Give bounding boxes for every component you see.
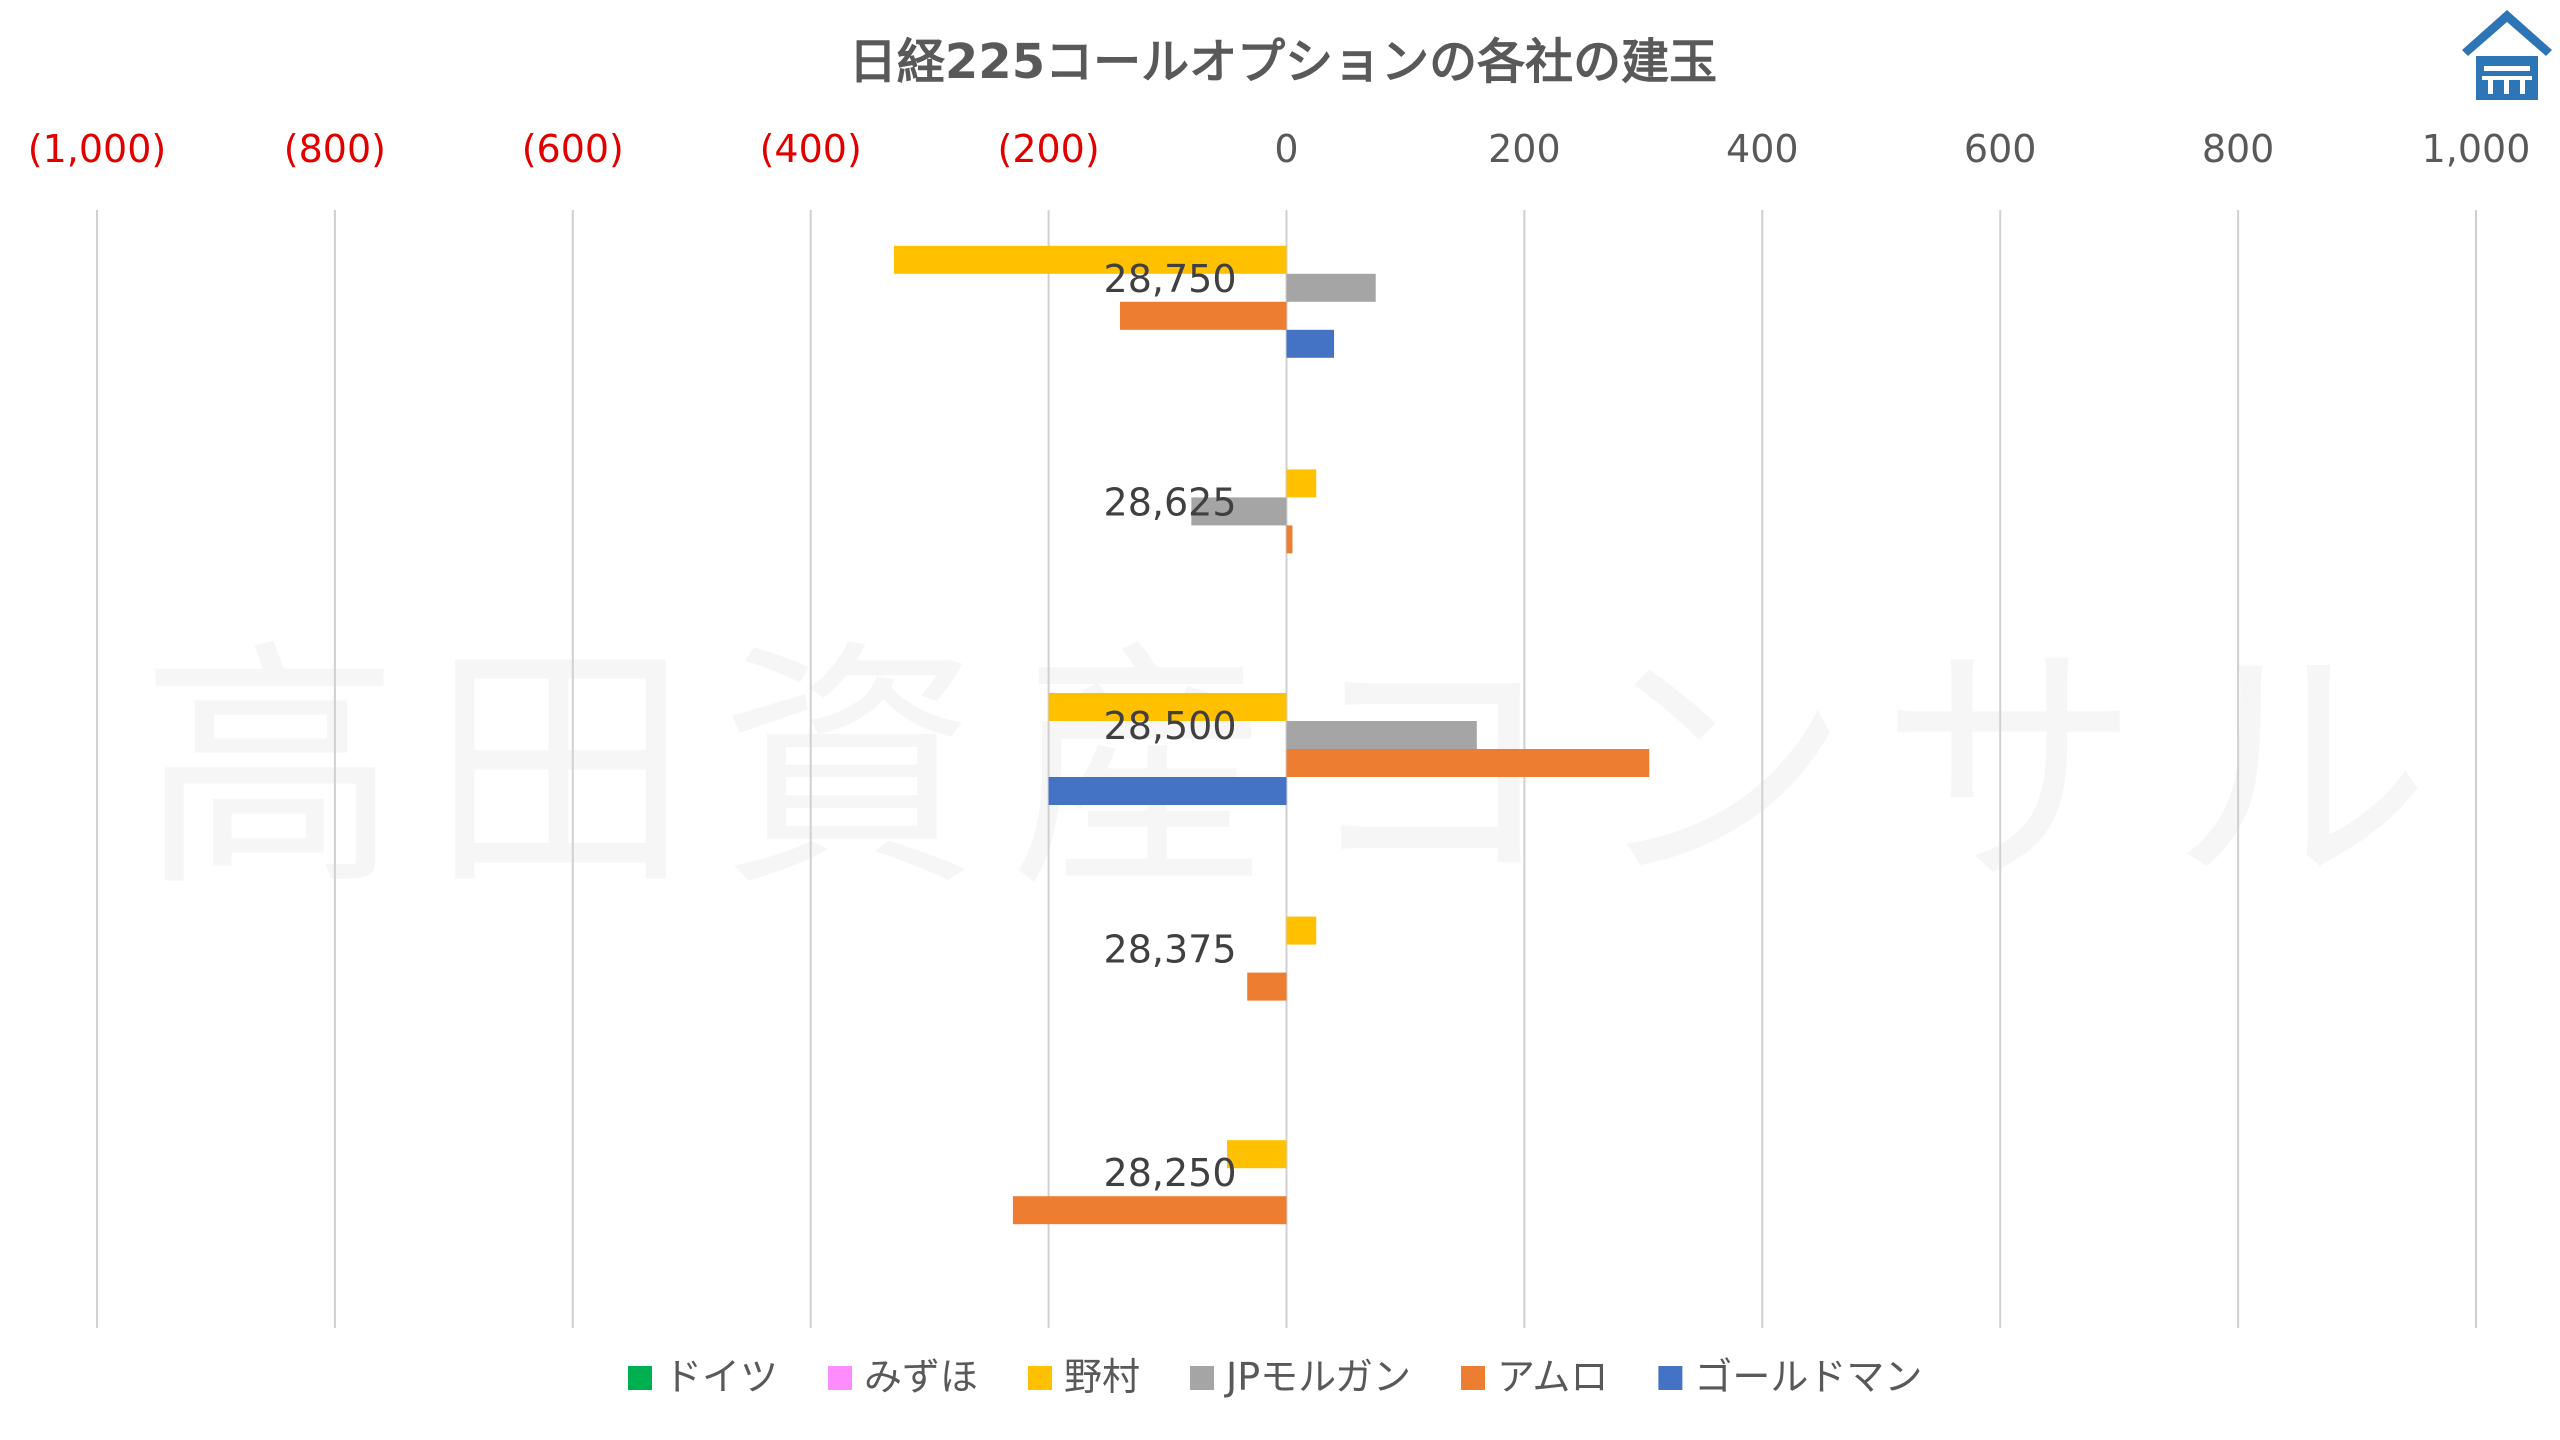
x-tick-label: 800 — [2202, 127, 2275, 171]
x-tick-label: 1,000 — [2422, 127, 2531, 171]
x-tick-label: 400 — [1726, 127, 1799, 171]
x-tick-label: 0 — [1274, 127, 1298, 171]
legend-label: アムロ — [1497, 1355, 1608, 1399]
brand-logo-icon — [2462, 10, 2552, 100]
legend-label: ドイツ — [664, 1355, 778, 1399]
bar — [1048, 777, 1287, 805]
bars — [893, 245, 1650, 1225]
legend: ドイツ みずほ 野村 JPモルガン アムロ ゴールドマン — [628, 1355, 1922, 1399]
category-label: 28,250 — [1104, 1151, 1237, 1195]
chart-title: 日経225コールオプションの各社の建玉 — [849, 34, 1717, 90]
bar — [1286, 273, 1376, 302]
bar — [1286, 469, 1317, 498]
legend-swatch — [828, 1366, 853, 1390]
bar — [1227, 1140, 1287, 1169]
bar — [1012, 1196, 1287, 1225]
bar — [1286, 916, 1317, 945]
legend-swatch — [1190, 1366, 1215, 1390]
legend-swatch — [1028, 1366, 1053, 1390]
category-label: 28,500 — [1104, 704, 1237, 748]
legend-label: ゴールドマン — [1694, 1355, 1922, 1399]
bar — [1286, 721, 1477, 749]
gridlines — [96, 210, 2477, 1328]
bar — [1286, 525, 1293, 554]
x-tick-label: (1,000) — [28, 127, 166, 171]
category-label: 28,625 — [1104, 480, 1237, 524]
category-label: 28,750 — [1104, 257, 1237, 301]
legend-label: 野村 — [1064, 1355, 1140, 1399]
x-tick-label: (400) — [760, 127, 862, 171]
bar — [1286, 329, 1335, 358]
x-tick-label: (600) — [522, 127, 624, 171]
bar — [1191, 497, 1287, 526]
x-tick-label: (200) — [998, 127, 1100, 171]
x-tick-label: 200 — [1488, 127, 1561, 171]
bar — [1119, 301, 1287, 330]
bar — [1247, 972, 1287, 1001]
legend-swatch — [1461, 1366, 1486, 1390]
category-label: 28,375 — [1104, 928, 1237, 972]
legend-swatch — [628, 1366, 652, 1390]
legend-label: JPモルガン — [1224, 1355, 1411, 1399]
category-labels: 28,750 28,625 28,500 28,375 28,250 — [1104, 257, 1237, 1195]
legend-label: みずほ — [864, 1355, 978, 1399]
legend-swatch — [1658, 1366, 1683, 1390]
bar — [1286, 749, 1650, 777]
x-tick-label: 600 — [1964, 127, 2037, 171]
x-axis-ticks: (1,000) (800) (600) (400) (200) 0 200 400 600 800… — [28, 127, 2531, 171]
x-tick-label: (800) — [284, 127, 386, 171]
bar — [1048, 693, 1287, 721]
bar — [893, 245, 1287, 274]
